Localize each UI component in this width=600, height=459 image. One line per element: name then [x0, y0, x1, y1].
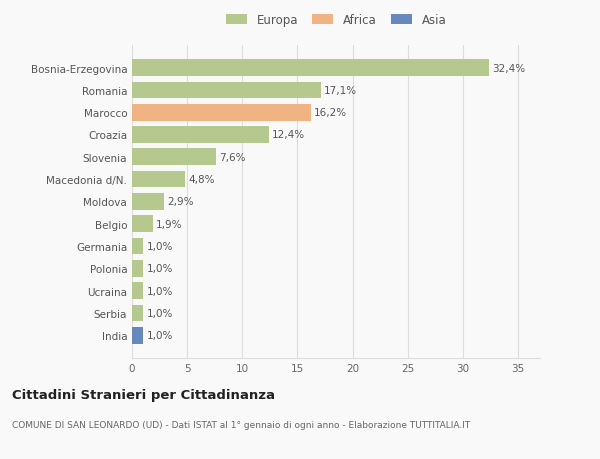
- Legend: Europa, Africa, Asia: Europa, Africa, Asia: [222, 11, 450, 30]
- Bar: [132, 260, 143, 277]
- Text: 16,2%: 16,2%: [314, 108, 347, 118]
- Text: 1,0%: 1,0%: [146, 264, 173, 274]
- Bar: [132, 283, 143, 299]
- Bar: [132, 238, 143, 255]
- Bar: [132, 216, 153, 233]
- Text: 1,9%: 1,9%: [156, 219, 183, 229]
- Text: 1,0%: 1,0%: [146, 241, 173, 252]
- Text: 7,6%: 7,6%: [219, 152, 245, 162]
- Bar: [132, 171, 185, 188]
- Text: 32,4%: 32,4%: [493, 63, 526, 73]
- Text: 2,9%: 2,9%: [167, 197, 194, 207]
- Text: Cittadini Stranieri per Cittadinanza: Cittadini Stranieri per Cittadinanza: [12, 388, 275, 401]
- Bar: [132, 127, 269, 144]
- Text: COMUNE DI SAN LEONARDO (UD) - Dati ISTAT al 1° gennaio di ogni anno - Elaborazio: COMUNE DI SAN LEONARDO (UD) - Dati ISTAT…: [12, 420, 470, 429]
- Bar: [132, 149, 216, 166]
- Bar: [132, 305, 143, 322]
- Text: 12,4%: 12,4%: [272, 130, 305, 140]
- Bar: [132, 105, 311, 121]
- Text: 1,0%: 1,0%: [146, 308, 173, 318]
- Text: 1,0%: 1,0%: [146, 286, 173, 296]
- Bar: [132, 194, 164, 210]
- Text: 4,8%: 4,8%: [188, 175, 215, 185]
- Text: 1,0%: 1,0%: [146, 330, 173, 341]
- Bar: [132, 60, 489, 77]
- Bar: [132, 82, 320, 99]
- Bar: [132, 327, 143, 344]
- Text: 17,1%: 17,1%: [324, 86, 357, 95]
